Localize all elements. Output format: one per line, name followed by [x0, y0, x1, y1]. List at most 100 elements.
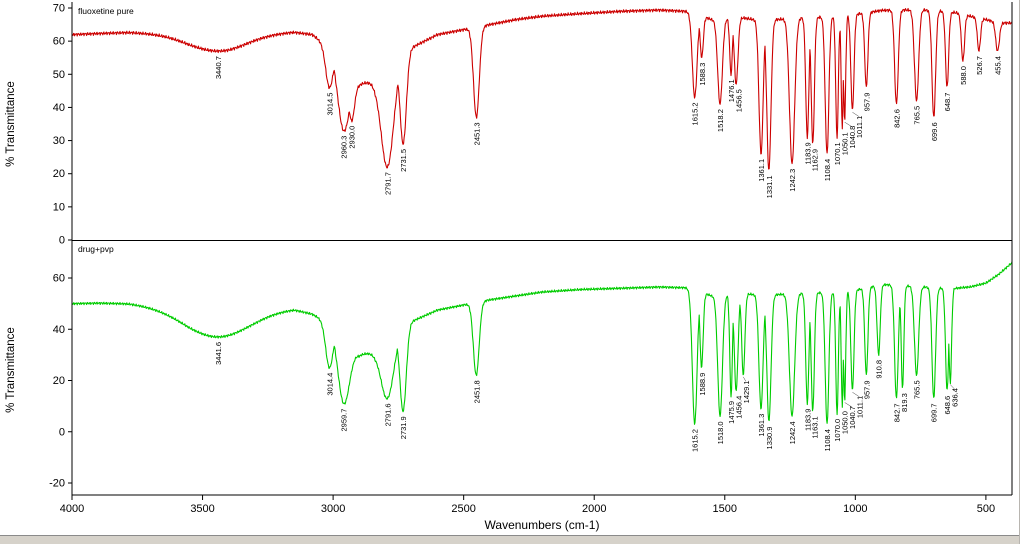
peak-label: 842.6 — [892, 109, 901, 128]
y-axis-title-top: % Transmittance — [5, 81, 17, 167]
peak-label: 588.0 — [959, 66, 968, 85]
x-tick-label: 1000 — [843, 503, 867, 515]
peak-label: 636.4 — [950, 388, 959, 407]
peak-label: 1183.9 — [803, 142, 812, 164]
x-tick-label: 2500 — [451, 503, 475, 515]
peak-label: 1040.8 — [848, 126, 857, 149]
y-tick-label: 70 — [53, 3, 65, 15]
peak-label: 819.3 — [900, 393, 909, 412]
y-tick-label: 40 — [53, 102, 65, 114]
y-tick-label: -20 — [49, 478, 65, 490]
peak-label: 1242.4 — [788, 421, 797, 444]
y-axis-title-bottom: % Transmittance — [5, 327, 17, 413]
x-tick-label: 4000 — [60, 503, 84, 515]
peak-label: 1456.5 — [734, 89, 743, 112]
peak-label: 699.7 — [930, 403, 939, 422]
peak-label: 648.6 — [943, 396, 952, 415]
peak-label: 1070.0 — [833, 419, 842, 442]
peak-label: 1615.2 — [691, 102, 700, 125]
peak-label: 648.7 — [943, 93, 952, 112]
spectrum-bottom-group — [71, 261, 1013, 425]
peak-label: 2960.3 — [339, 136, 348, 159]
peak-label: 1040.7 — [848, 406, 857, 429]
peak-label: 1183.9 — [803, 409, 812, 431]
spectrum-title-top: fluoxetine pure — [78, 6, 134, 16]
y-tick-label: 20 — [53, 168, 65, 180]
status-bar — [0, 535, 1019, 544]
peak-label: 1108.4 — [823, 159, 832, 181]
x-tick-label: 500 — [977, 503, 995, 515]
peak-label: 1518.2 — [716, 109, 725, 132]
y-tick-label: 30 — [53, 135, 65, 147]
peak-label: 3014.5 — [325, 93, 334, 116]
peak-label: 1476.1 — [727, 79, 736, 102]
spectrum-curve-top — [71, 7, 1013, 170]
peak-label: 1050.0 — [840, 411, 849, 434]
peak-label: 3440.7 — [214, 56, 223, 79]
peak-label: 2451.8 — [472, 380, 481, 403]
x-tick-label: 2000 — [582, 503, 606, 515]
x-axis: 4000 3500 3000 2500 2000 1500 1000 500 — [60, 495, 995, 515]
peak-label: 3014.4 — [325, 373, 334, 396]
peak-label-leader — [852, 112, 860, 117]
y-tick-label: 20 — [53, 375, 65, 387]
peak-label: 1330.9 — [765, 427, 774, 450]
spectrum-top-group — [71, 7, 1013, 170]
peak-label: 1011.1 — [855, 116, 864, 138]
peak-label: 1070.1 — [833, 142, 842, 165]
peak-label: 957.9 — [863, 93, 872, 112]
peak-label: 455.4 — [994, 56, 1003, 75]
peak-label: 957.9 — [863, 380, 872, 399]
y-tick-label: 60 — [53, 36, 65, 48]
peak-label: 2959.7 — [340, 409, 349, 432]
y-tick-label: 10 — [53, 201, 65, 213]
peak-label: 2731.5 — [399, 149, 408, 172]
peak-label: 765.5 — [913, 106, 922, 125]
peak-label-leader — [852, 392, 860, 397]
peak-label: 1050.1 — [840, 132, 849, 155]
peak-label: 2791.6 — [384, 403, 393, 426]
peak-label: 1361.1 — [757, 159, 766, 182]
peak-label: 2731.9 — [399, 416, 408, 439]
peak-label: 910.8 — [875, 360, 884, 379]
peak-label: 1361.3 — [757, 414, 766, 437]
peak-label: 842.7 — [892, 403, 901, 422]
x-tick-label: 3500 — [190, 503, 214, 515]
peak-label: 1518.0 — [716, 421, 725, 444]
y-tick-label: 0 — [59, 426, 65, 438]
peak-label: 2930.0 — [347, 126, 356, 149]
plot-area-top[interactable] — [72, 2, 1012, 240]
y-axis-bottom: 60 40 20 0 -20 — [49, 273, 72, 490]
peak-label: 1475.9 — [727, 401, 736, 424]
peak-label: 2451.3 — [472, 122, 481, 145]
y-tick-label: 60 — [53, 273, 65, 285]
peak-label: 2791.7 — [384, 172, 393, 195]
y-axis-top: 70 60 50 40 30 20 10 0 — [53, 3, 72, 247]
peak-labels-bottom: 3441.6 3014.4 2959.7 2791.6 2731.9 2451.8 1615… — [214, 342, 960, 452]
peak-label: 1429.1 — [742, 380, 751, 403]
peak-label: 3441.6 — [214, 342, 223, 365]
peak-label-leader — [743, 376, 747, 382]
peak-label: 1242.3 — [788, 169, 797, 192]
peak-label: 1615.2 — [691, 429, 700, 452]
peak-label: 765.5 — [913, 380, 922, 399]
peak-label-leader — [950, 384, 955, 390]
peak-label: 1011.1 — [855, 396, 864, 418]
peak-label-leader — [844, 121, 852, 127]
spectrum-curve-bottom — [71, 261, 1013, 425]
peak-label-leader — [844, 402, 852, 408]
peak-label: 1456.4 — [734, 396, 743, 419]
y-tick-label: 0 — [59, 235, 65, 247]
peak-label: 699.6 — [930, 122, 939, 141]
y-tick-label: 40 — [53, 324, 65, 336]
peak-label: 1588.9 — [698, 373, 707, 396]
x-tick-label: 3000 — [321, 503, 345, 515]
peak-label: 1331.1 — [765, 175, 774, 198]
x-axis-title: Wavenumbers (cm-1) — [485, 518, 600, 532]
peak-label: 526.7 — [975, 56, 984, 75]
x-tick-label: 1500 — [713, 503, 737, 515]
plot-area-bottom[interactable] — [72, 241, 1012, 495]
y-tick-label: 50 — [53, 69, 65, 81]
